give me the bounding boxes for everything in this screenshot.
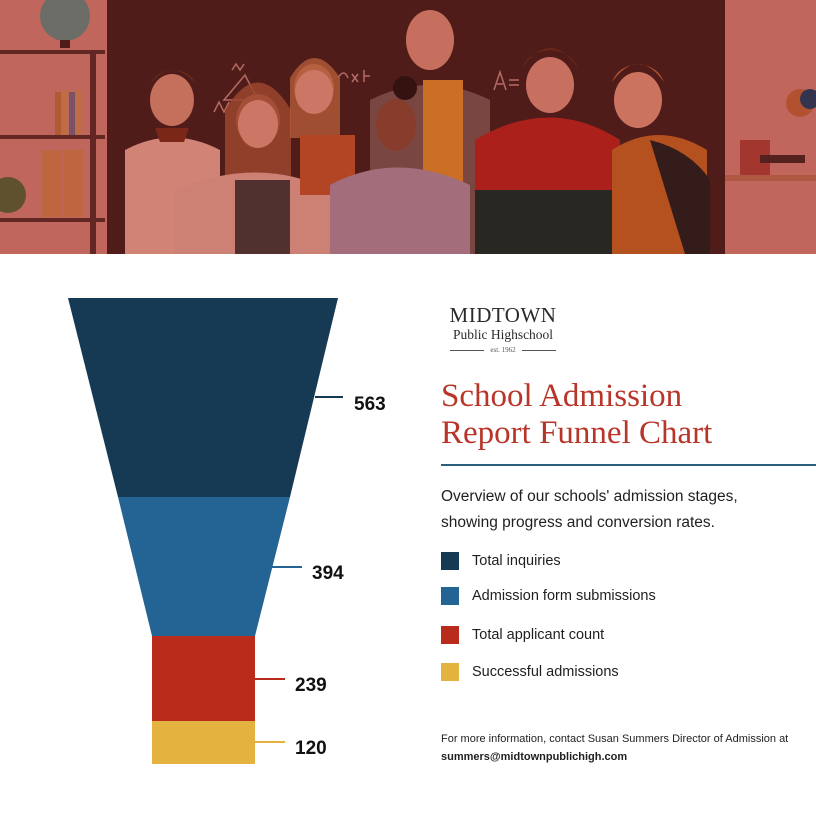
funnel-graphic (68, 298, 343, 764)
logo-rule-right (521, 349, 556, 351)
logo-established-text: est. 1962 (490, 346, 516, 354)
legend-item-total-inquiries: Total inquiries (441, 551, 561, 571)
contact-text: For more information, contact Susan Summ… (441, 733, 789, 745)
contact-info: For more information, contact Susan Summ… (441, 730, 811, 766)
funnel-stage-total-inquiries (68, 298, 338, 497)
contact-email-link[interactable]: summers@midtownpublichigh.com (441, 751, 628, 763)
logo-rule-left (450, 349, 485, 351)
legend-label: Total applicant count (472, 627, 605, 643)
school-logo: MIDTOWN Public Highschool est. 1962 (447, 304, 559, 354)
legend-label: Successful admissions (472, 664, 619, 680)
page-title-line-2: Report Funnel Chart (441, 415, 713, 451)
description-line-2: showing progress and conversion rates. (441, 514, 715, 531)
legend-label: Admission form submissions (472, 588, 656, 604)
chart-description: Overview of our schools' admission stage… (441, 484, 813, 536)
value-label-total-inquiries: 563 (354, 394, 386, 415)
legend-item-applicant-count: Total applicant count (441, 625, 604, 645)
title-divider (441, 464, 816, 466)
hero-tint-overlay (0, 0, 816, 254)
legend-swatch-icon (441, 626, 459, 644)
legend-item-form-submissions: Admission form submissions (441, 586, 656, 606)
legend-swatch-icon (441, 587, 459, 605)
value-label-form-submissions: 394 (312, 563, 344, 584)
logo-subtitle: Public Highschool (452, 327, 554, 342)
funnel-stage-applicant-count (152, 636, 255, 721)
legend-item-successful-admissions: Successful admissions (441, 662, 619, 682)
page-title: School Admission Report Funnel Chart (441, 378, 811, 452)
legend-swatch-icon (441, 552, 459, 570)
page-title-line-1: School Admission (441, 378, 683, 414)
description-line-1: Overview of our schools' admission stage… (441, 488, 738, 505)
funnel-chart: 563 394 239 120 (0, 254, 430, 816)
value-label-successful-admissions: 120 (295, 738, 327, 759)
legend-label: Total inquiries (472, 553, 561, 569)
legend-swatch-icon (441, 663, 459, 681)
funnel-stage-successful-admissions (152, 721, 255, 764)
hero-photo (0, 0, 816, 254)
funnel-stage-form-submissions (118, 497, 290, 636)
value-label-applicant-count: 239 (295, 675, 327, 696)
logo-established: est. 1962 (447, 346, 559, 354)
logo-name: MIDTOWN (449, 303, 557, 327)
